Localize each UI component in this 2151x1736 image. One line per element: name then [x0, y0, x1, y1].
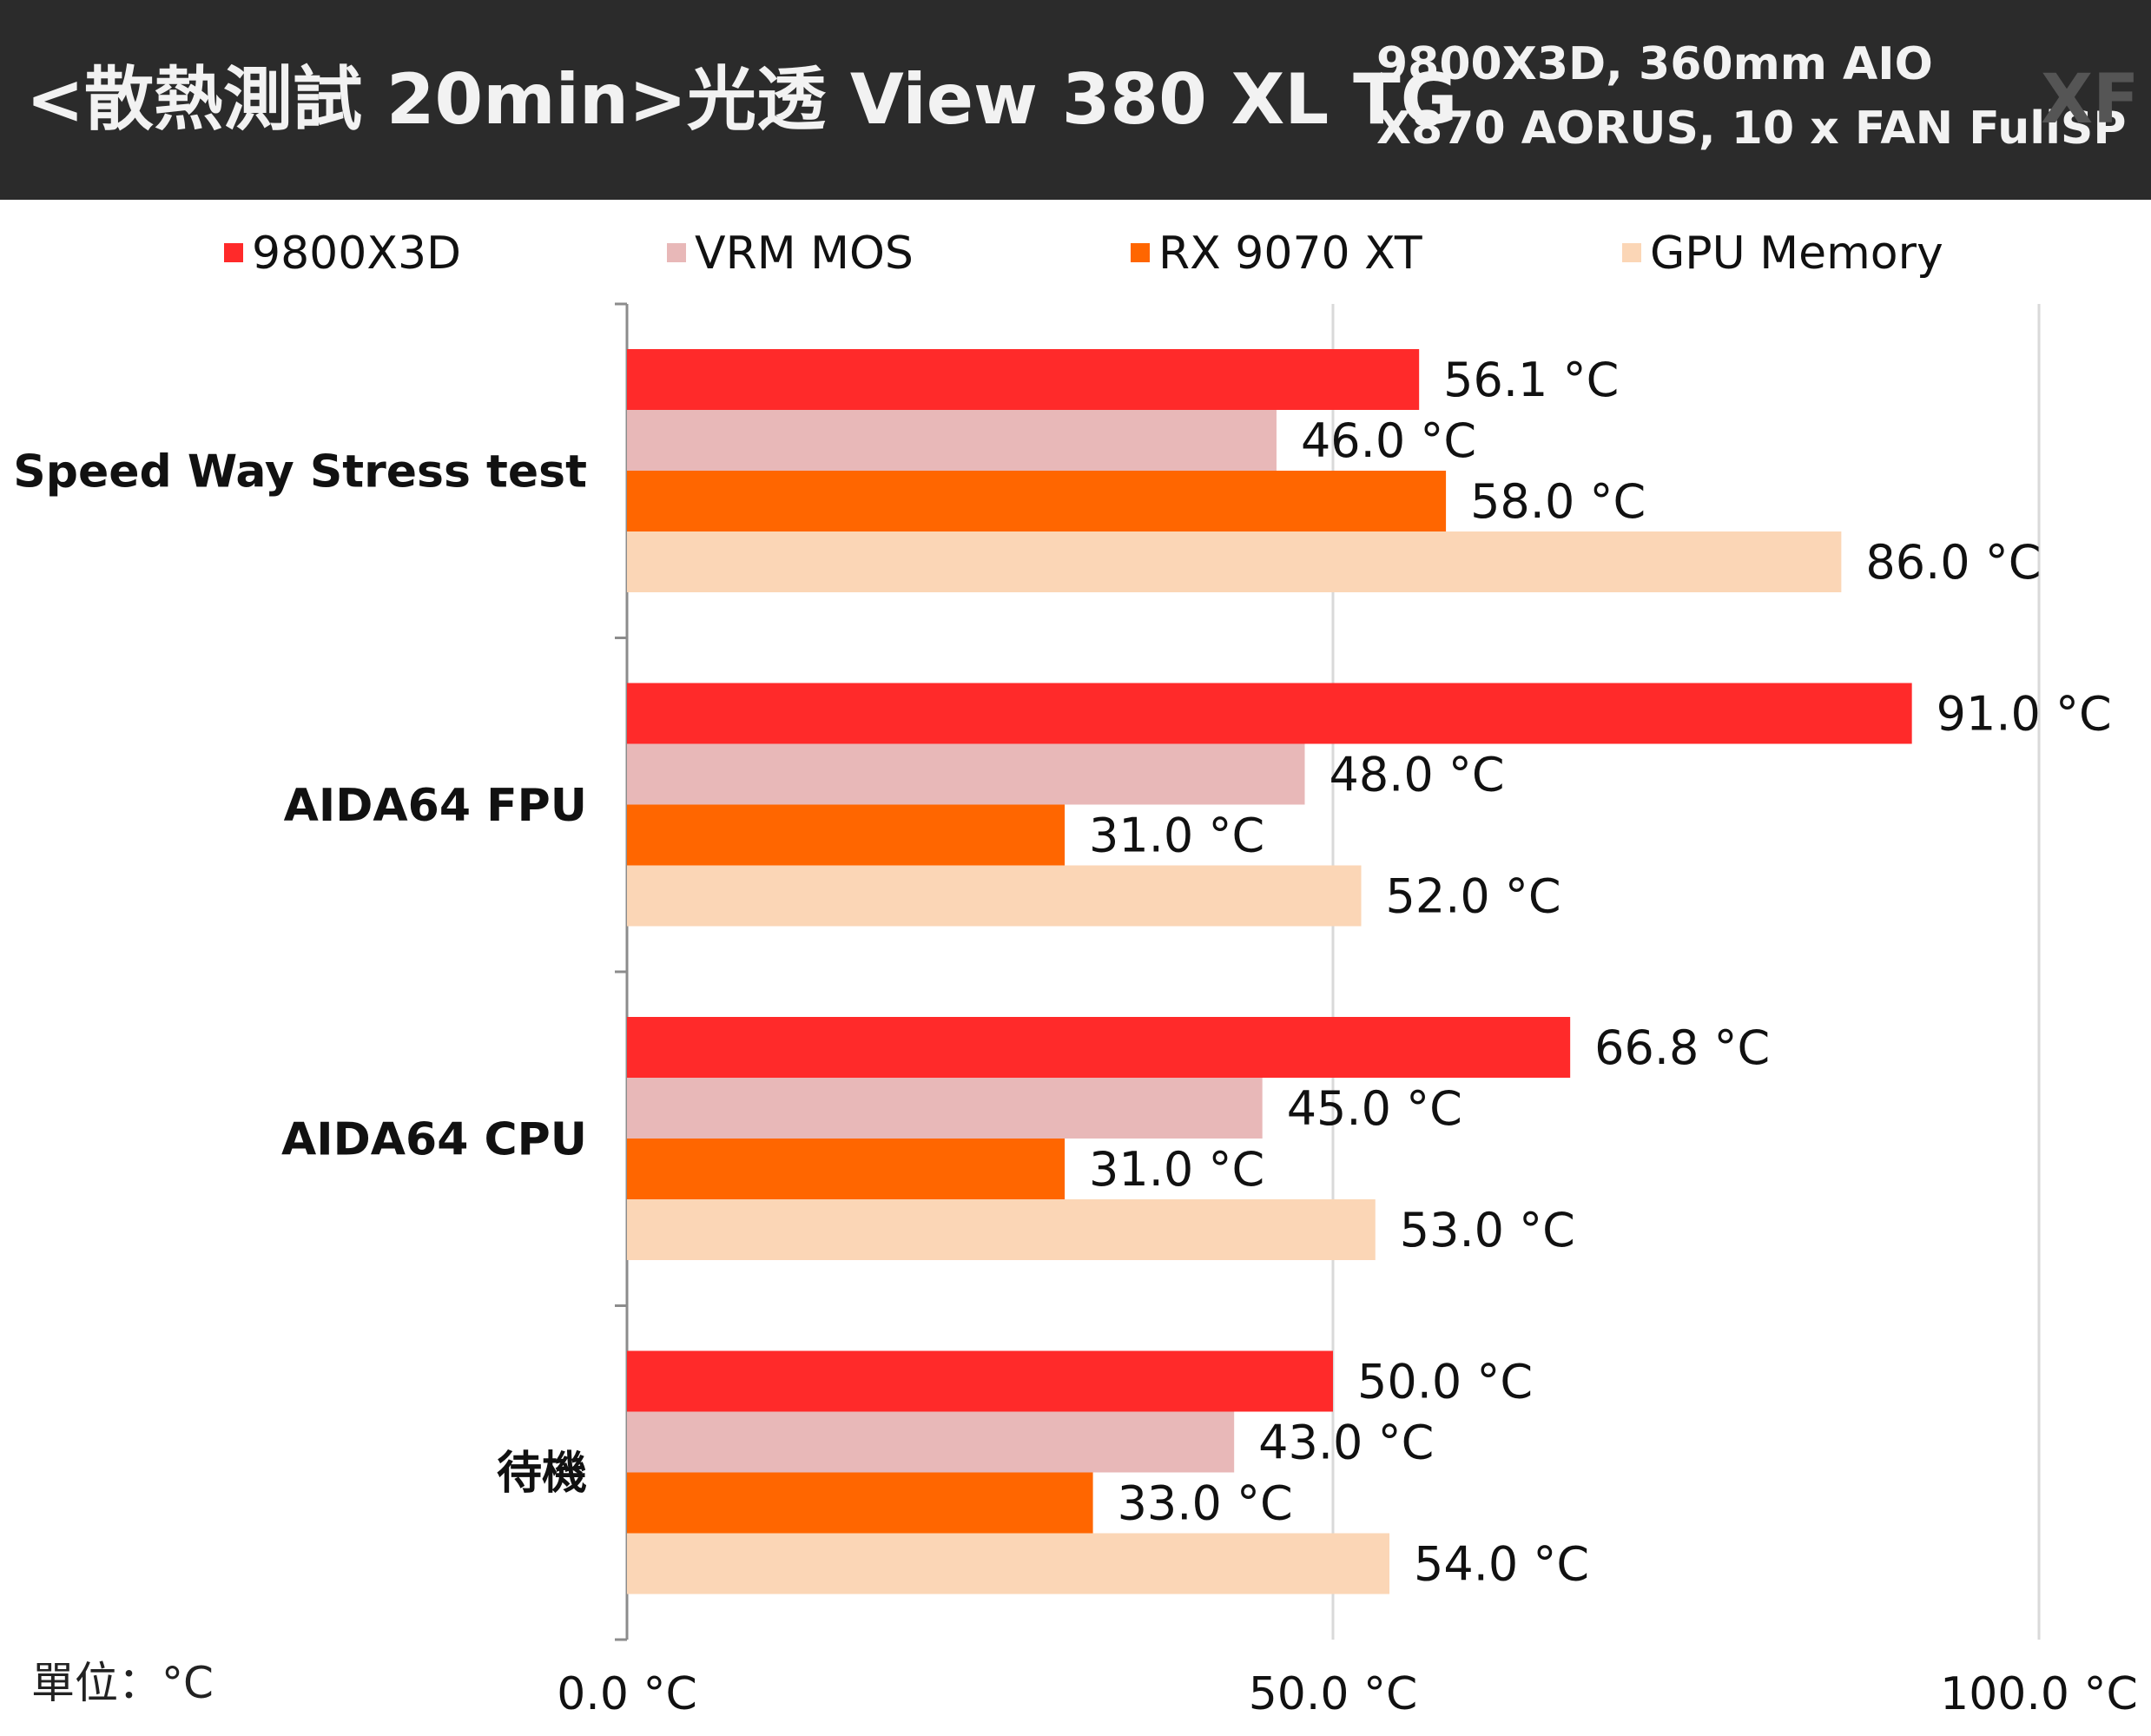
x-tick-label-2: 100.0 °C: [1940, 1668, 2138, 1720]
legend-swatch-vrm-mos: [667, 243, 686, 262]
x-tick-label-0: 0.0 °C: [557, 1668, 697, 1720]
data-label-2-2: 48.0 °C: [1329, 748, 1504, 802]
legend-label-vrm-mos: VRM MOS: [695, 228, 914, 280]
bar-4-1: [627, 1350, 1333, 1412]
data-label-3-1: 66.8 °C: [1594, 1020, 1770, 1075]
bar-1-1: [627, 349, 1420, 410]
data-label-2-3: 31.0 °C: [1089, 809, 1264, 863]
legend-label-rx-9070-xt: RX 9070 XT: [1158, 228, 1422, 280]
data-label-1-2: 46.0 °C: [1301, 413, 1476, 468]
bar-chart: 56.1 °C 46.0 °C 58.0 °C 86.0 °C Speed Way St…: [13, 302, 2138, 1720]
data-label-2-4: 52.0 °C: [1386, 869, 1561, 924]
bar-2-2: [627, 743, 1305, 805]
category-label-2: AIDA64 FPU: [284, 780, 587, 832]
data-label-2-1: 91.0 °C: [1937, 687, 2112, 742]
bar-2-4: [627, 865, 1362, 927]
chart-subtitle-line-2: X870 AORUS, 10 x FAN FullSP: [1376, 102, 2127, 155]
data-label-4-1: 50.0 °C: [1357, 1355, 1533, 1409]
bar-1-4: [627, 531, 1842, 592]
category-label-4: 待機: [497, 1448, 587, 1500]
data-label-1-4: 86.0 °C: [1865, 535, 2041, 590]
legend-label-gpu-memory: GPU Memory: [1650, 228, 1943, 280]
data-label-4-3: 33.0 °C: [1118, 1476, 1293, 1531]
bar-1-2: [627, 410, 1277, 471]
bar-3-4: [627, 1199, 1376, 1260]
chart-header: <散熱測試 20min>光透 View 380 XL TG 9800X3D, 3…: [0, 0, 2151, 200]
chart-subtitle-line-1: 9800X3D, 360mm AIO: [1376, 38, 1933, 90]
legend-swatch-rx-9070-xt: [1131, 243, 1150, 262]
legend-swatch-9800x3d: [224, 243, 243, 262]
bar-2-3: [627, 804, 1066, 866]
x-tick-label-1: 50.0 °C: [1249, 1668, 1418, 1720]
category-label-3: AIDA64 CPU: [281, 1113, 587, 1165]
bar-3-1: [627, 1017, 1571, 1078]
bar-3-3: [627, 1139, 1066, 1199]
bar-4-3: [627, 1472, 1093, 1534]
data-label-3-3: 31.0 °C: [1089, 1142, 1264, 1197]
bar-3-2: [627, 1078, 1263, 1139]
chart-title: <散熱測試 20min>光透 View 380 XL TG: [26, 59, 1458, 140]
watermark-logo: XF: [2041, 61, 2140, 139]
legend-label-9800x3d: 9800X3D: [252, 228, 462, 280]
bar-4-2: [627, 1411, 1235, 1473]
bar-1-3: [627, 471, 1447, 531]
bar-2-1: [627, 683, 1912, 744]
category-label-1: Speed Way Stress test: [13, 446, 587, 498]
legend-swatch-gpu-memory: [1622, 243, 1641, 262]
data-label-1-1: 56.1 °C: [1443, 353, 1619, 407]
data-label-4-2: 43.0 °C: [1258, 1416, 1434, 1470]
unit-label: 單位：°C: [31, 1658, 214, 1708]
data-label-1-3: 58.0 °C: [1470, 474, 1646, 529]
bar-4-4: [627, 1533, 1390, 1594]
data-label-3-4: 53.0 °C: [1400, 1203, 1575, 1257]
data-label-3-2: 45.0 °C: [1287, 1081, 1462, 1136]
data-label-4-4: 54.0 °C: [1414, 1537, 1589, 1592]
